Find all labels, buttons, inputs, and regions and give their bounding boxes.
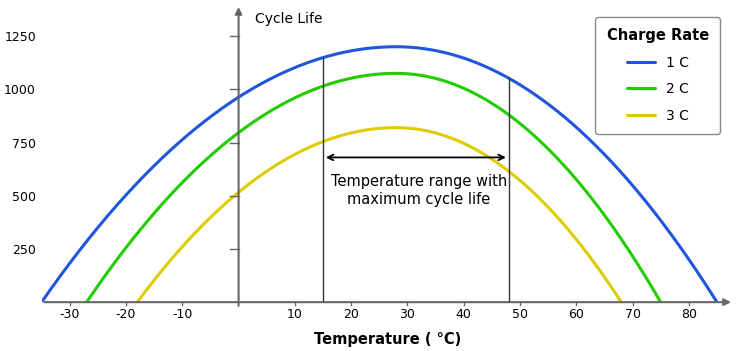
- 1 C: [391, 45, 400, 49]
- 2 C: [141, 221, 150, 226]
- X-axis label: Temperature ( °C): Temperature ( °C): [314, 332, 461, 347]
- 3 C: [511, 174, 520, 179]
- Line: 2 C: 2 C: [86, 73, 661, 302]
- 2 C: [531, 134, 539, 138]
- 1 C: [106, 210, 115, 214]
- 2 C: [82, 300, 91, 304]
- 2 C: [656, 300, 665, 304]
- 3 C: [617, 300, 626, 304]
- Line: 1 C: 1 C: [41, 47, 717, 302]
- 3 C: [182, 240, 191, 244]
- 2 C: [392, 71, 401, 75]
- 1 C: [576, 130, 585, 134]
- 1 C: [565, 119, 573, 123]
- Legend: 1 C, 2 C, 3 C: 1 C, 2 C, 3 C: [596, 17, 720, 134]
- 2 C: [335, 79, 344, 83]
- Line: 3 C: 3 C: [137, 128, 621, 302]
- 2 C: [477, 95, 486, 99]
- 3 C: [133, 300, 142, 304]
- 3 C: [328, 136, 337, 140]
- 1 C: [310, 58, 319, 62]
- Text: Temperature range with
maximum cycle life: Temperature range with maximum cycle lif…: [331, 174, 507, 207]
- 3 C: [392, 126, 401, 130]
- 3 C: [520, 182, 528, 186]
- 3 C: [346, 131, 355, 135]
- 2 C: [314, 86, 323, 90]
- Text: Cycle Life: Cycle Life: [255, 12, 323, 26]
- 3 C: [466, 144, 475, 148]
- 1 C: [712, 300, 721, 304]
- 1 C: [502, 75, 511, 79]
- 1 C: [334, 51, 343, 55]
- 2 C: [541, 144, 550, 148]
- 1 C: [37, 300, 46, 304]
